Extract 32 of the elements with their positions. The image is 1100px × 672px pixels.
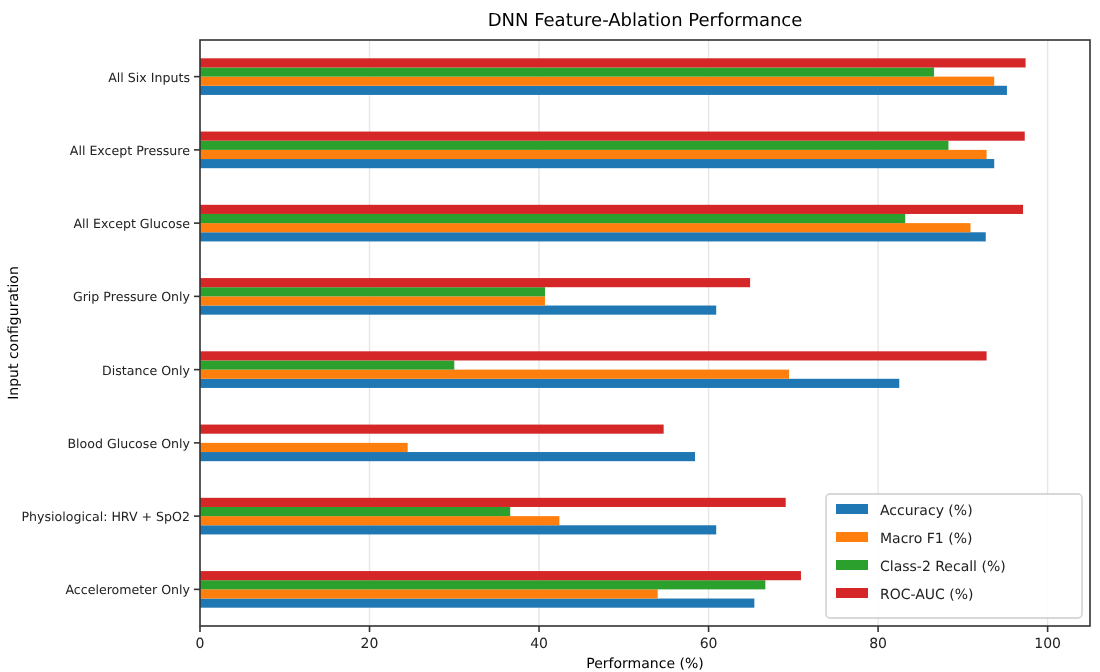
bar	[200, 305, 717, 315]
bar	[200, 140, 949, 150]
bar	[200, 424, 664, 434]
bar	[200, 452, 696, 462]
bar	[200, 442, 408, 453]
bar	[200, 204, 1024, 214]
bar	[200, 598, 755, 608]
bar	[200, 525, 717, 535]
bar	[200, 85, 1007, 95]
bar	[200, 58, 1026, 68]
bar	[200, 497, 786, 507]
bar	[200, 159, 995, 169]
bar	[200, 369, 790, 379]
bar	[200, 278, 751, 288]
bar	[200, 232, 986, 242]
bar	[200, 571, 801, 581]
chart-title: DNN Feature-Ablation Performance	[487, 12, 804, 32]
bar	[200, 287, 545, 297]
bar	[200, 360, 455, 370]
bar	[200, 223, 971, 233]
bar	[200, 149, 987, 160]
bar	[200, 378, 900, 388]
bar	[200, 516, 560, 526]
bar	[200, 131, 1025, 141]
bar	[200, 506, 511, 517]
bar	[200, 589, 658, 599]
bar	[200, 296, 545, 306]
bar	[200, 580, 766, 590]
bar	[200, 67, 935, 77]
bar	[200, 351, 987, 361]
bar	[200, 76, 995, 86]
bar	[200, 213, 906, 224]
